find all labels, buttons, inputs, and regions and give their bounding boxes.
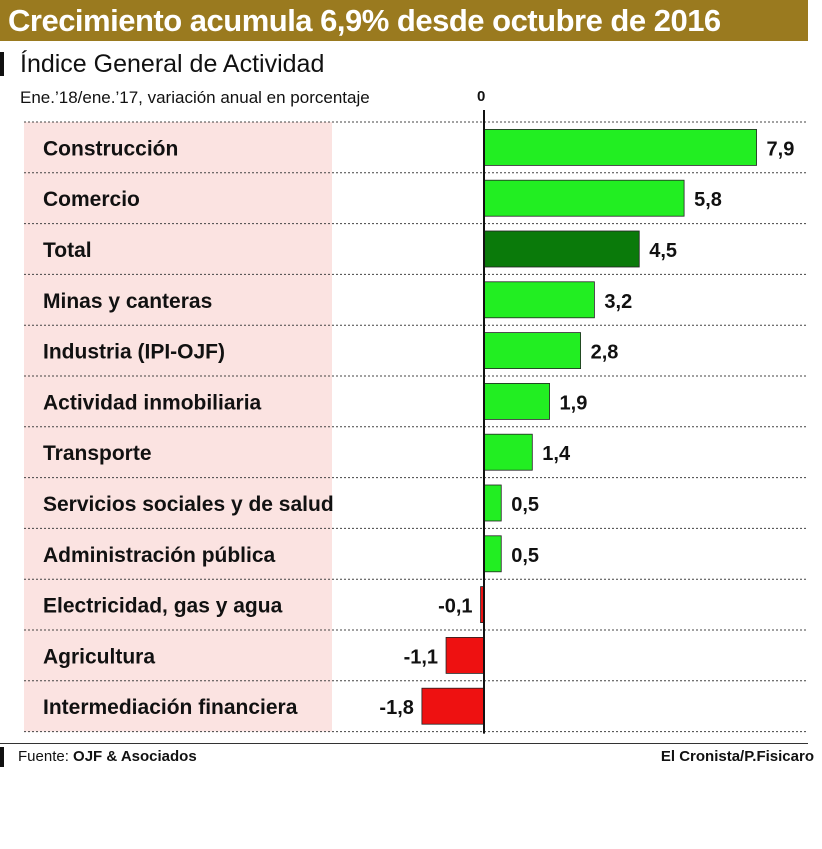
- chart-subtitle: Índice General de Actividad: [20, 50, 325, 78]
- chart-note: Ene.’18/ene.’17, variación anual en porc…: [20, 88, 370, 107]
- value-label: 5,8: [694, 189, 722, 211]
- bar: [483, 179, 685, 217]
- footer-marker: [0, 747, 4, 767]
- value-label: 0,5: [511, 494, 539, 516]
- category-label: Industria (IPI-OJF): [43, 341, 225, 364]
- value-label: 4,5: [649, 240, 677, 262]
- category-label: Servicios sociales y de salud: [43, 493, 334, 516]
- source-note: Fuente: OJF & Asociados: [18, 748, 197, 765]
- footer-divider: [0, 743, 808, 744]
- chart-title: Crecimiento acumula 6,9% desde octubre d…: [8, 3, 721, 38]
- credit-note: El Cronista/P.Fisicaro: [660, 748, 814, 765]
- zero-axis-label: 0: [477, 88, 486, 105]
- source-label: Fuente:: [18, 748, 69, 765]
- value-label: -0,1: [438, 596, 472, 618]
- bar: [483, 484, 502, 522]
- bar: [483, 535, 502, 573]
- category-label: Total: [43, 239, 92, 262]
- category-label: Comercio: [43, 188, 140, 211]
- value-label: 1,9: [560, 392, 588, 414]
- value-label: 1,4: [542, 443, 571, 465]
- title-bar: Crecimiento acumula 6,9% desde octubre d…: [0, 0, 808, 41]
- bar: [421, 687, 485, 725]
- bar: [483, 230, 640, 268]
- category-label: Administración pública: [43, 544, 276, 567]
- category-label: Agricultura: [43, 645, 155, 668]
- value-label: 2,8: [591, 342, 619, 364]
- category-label: Actividad inmobiliaria: [43, 391, 262, 414]
- source-name: OJF & Asociados: [73, 748, 197, 765]
- bar: [483, 332, 581, 370]
- value-label: 7,9: [767, 138, 795, 160]
- bar: [483, 281, 595, 319]
- bar: [483, 128, 757, 166]
- category-label: Minas y canteras: [43, 290, 212, 313]
- bar: [483, 433, 533, 471]
- category-label: Construcción: [43, 137, 178, 160]
- category-label: Transporte: [43, 442, 152, 465]
- category-label: Electricidad, gas y agua: [43, 595, 283, 618]
- bar: [445, 637, 485, 674]
- category-label: Intermediación financiera: [43, 696, 298, 719]
- value-label: -1,8: [379, 697, 413, 719]
- value-label: 0,5: [511, 545, 539, 567]
- subtitle-marker: [0, 52, 4, 76]
- value-label: 3,2: [604, 291, 632, 313]
- value-label: -1,1: [404, 646, 438, 668]
- bar: [483, 382, 550, 420]
